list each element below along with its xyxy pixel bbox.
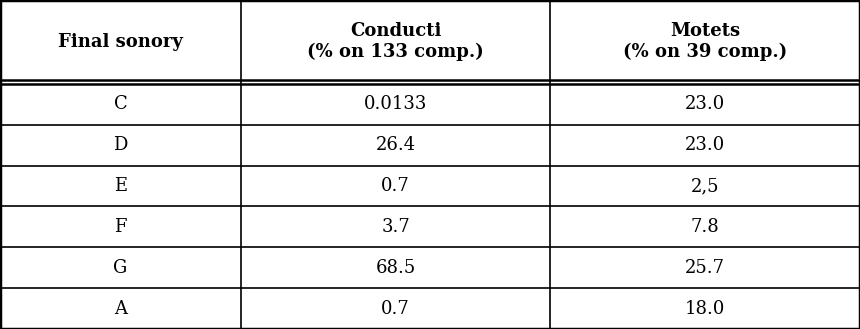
Text: G: G bbox=[114, 259, 127, 277]
Text: D: D bbox=[114, 136, 127, 154]
Text: Final sonory: Final sonory bbox=[58, 33, 183, 51]
Text: A: A bbox=[114, 300, 127, 317]
Text: 68.5: 68.5 bbox=[376, 259, 415, 277]
Text: 25.7: 25.7 bbox=[685, 259, 725, 277]
Text: 18.0: 18.0 bbox=[685, 300, 725, 317]
Text: 2,5: 2,5 bbox=[691, 177, 720, 195]
Text: 0.7: 0.7 bbox=[381, 177, 410, 195]
Text: 26.4: 26.4 bbox=[376, 136, 415, 154]
Text: 0.7: 0.7 bbox=[381, 300, 410, 317]
Text: 23.0: 23.0 bbox=[685, 95, 725, 113]
Text: C: C bbox=[114, 95, 127, 113]
Text: 0.0133: 0.0133 bbox=[364, 95, 427, 113]
Text: Motets
(% on 39 comp.): Motets (% on 39 comp.) bbox=[624, 22, 787, 62]
Text: 7.8: 7.8 bbox=[691, 218, 720, 236]
Text: 3.7: 3.7 bbox=[381, 218, 410, 236]
Text: Conducti
(% on 133 comp.): Conducti (% on 133 comp.) bbox=[307, 22, 484, 62]
Text: E: E bbox=[114, 177, 127, 195]
Text: 23.0: 23.0 bbox=[685, 136, 725, 154]
Text: F: F bbox=[114, 218, 126, 236]
